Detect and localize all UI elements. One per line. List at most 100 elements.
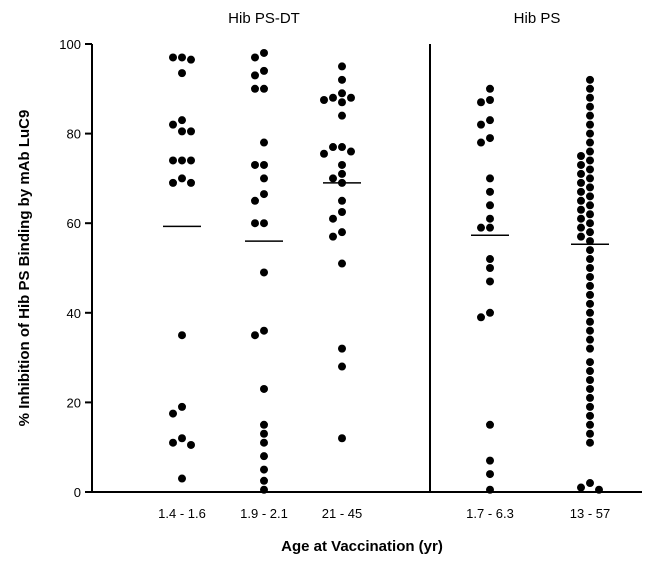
data-point [577, 223, 585, 232]
x-tick-label: 13 - 57 [570, 506, 610, 521]
data-point [260, 485, 268, 494]
data-point [577, 160, 585, 169]
data-point [595, 485, 603, 494]
data-point [260, 438, 268, 447]
data-point [586, 174, 594, 183]
data-point [260, 452, 268, 461]
data-point [338, 362, 346, 371]
data-point [586, 210, 594, 219]
data-point [320, 149, 328, 158]
data-point [178, 127, 186, 136]
data-point [586, 129, 594, 138]
data-point [178, 116, 186, 125]
data-point [169, 53, 177, 62]
y-tick-label: 0 [74, 485, 81, 500]
data-point [187, 178, 195, 187]
data-point [260, 190, 268, 199]
x-axis-label: Age at Vaccination (yr) [281, 538, 443, 555]
data-point [486, 277, 494, 286]
data-point [260, 326, 268, 335]
y-ticks: 0 20 40 60 80 100 [59, 37, 92, 500]
data-point [586, 358, 594, 367]
data-point [178, 69, 186, 78]
data-point [486, 223, 494, 232]
data-point [586, 272, 594, 281]
data-point [586, 308, 594, 317]
data-point [586, 281, 594, 290]
data-point [338, 259, 346, 268]
data-point [586, 326, 594, 335]
data-point [586, 165, 594, 174]
data-point [178, 331, 186, 340]
data-point [486, 116, 494, 125]
data-point [577, 152, 585, 160]
data-point [486, 264, 494, 272]
data-point [577, 232, 585, 241]
data-point [260, 138, 268, 147]
data-point [477, 120, 485, 129]
data-point [329, 143, 337, 152]
y-tick-label: 20 [67, 395, 81, 410]
data-point [486, 308, 494, 317]
median-lines [163, 182, 609, 246]
y-tick-label: 60 [67, 216, 81, 231]
data-point [477, 138, 485, 147]
data-point [347, 147, 355, 156]
data-point [586, 201, 594, 210]
data-point [251, 219, 259, 228]
data-point [338, 111, 346, 120]
data-point [586, 156, 594, 165]
data-point [586, 344, 594, 353]
data-point [586, 376, 594, 384]
data-point [338, 434, 346, 443]
data-point [586, 393, 594, 402]
data-point [251, 160, 259, 169]
data-point [338, 75, 346, 84]
data-point [586, 192, 594, 201]
data-point [329, 214, 337, 223]
data-point [486, 201, 494, 210]
data-point [251, 196, 259, 205]
data-point [586, 183, 594, 192]
data-point [260, 66, 268, 75]
data-point [486, 187, 494, 196]
data-point [251, 331, 259, 340]
data-point [169, 178, 177, 187]
data-point [260, 476, 268, 485]
data-point [338, 228, 346, 237]
data-point [586, 367, 594, 376]
data-point [486, 84, 494, 93]
data-point [577, 169, 585, 178]
data-point [586, 429, 594, 438]
data-point [586, 384, 594, 393]
y-axis-label: % Inhibition of Hib PS Binding by mAb Lu… [16, 110, 33, 427]
data-point [329, 232, 337, 241]
data-point [260, 160, 268, 169]
y-tick-label: 40 [67, 306, 81, 321]
data-point [486, 96, 494, 104]
data-point [477, 313, 485, 322]
data-point [577, 178, 585, 187]
data-point [338, 62, 346, 71]
group-title-hib-ps: Hib PS [514, 10, 561, 27]
data-point [586, 120, 594, 129]
data-point [477, 98, 485, 107]
data-point [260, 48, 268, 57]
x-tick-label: 21 - 45 [322, 506, 362, 521]
data-point [486, 456, 494, 465]
data-point [347, 93, 355, 102]
data-point [187, 55, 195, 64]
data-point [338, 143, 346, 152]
y-tick-label: 80 [67, 127, 81, 142]
data-point [586, 335, 594, 344]
data-point [260, 384, 268, 393]
data-point [586, 93, 594, 102]
data-point [586, 147, 594, 156]
x-tick-label: 1.7 - 6.3 [466, 506, 514, 521]
data-point [260, 84, 268, 93]
data-point [260, 429, 268, 438]
data-point [486, 420, 494, 429]
data-point [586, 411, 594, 420]
data-point [187, 127, 195, 136]
data-point [338, 344, 346, 353]
